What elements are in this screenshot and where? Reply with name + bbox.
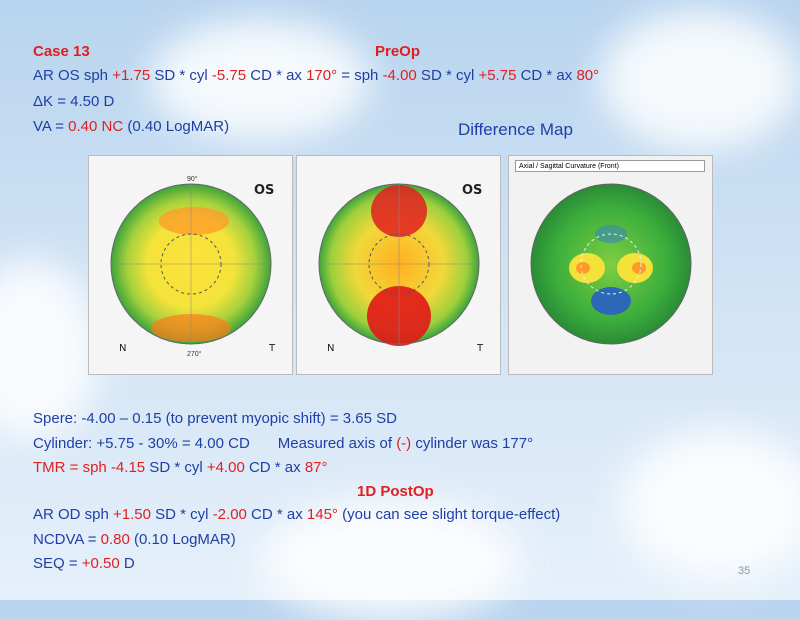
topography-svg: OS N T 90° 270°: [89, 156, 292, 374]
angle-label-270: 270°: [187, 350, 202, 358]
cloud-decoration: [600, 10, 800, 150]
angle-label-90: 90°: [187, 175, 198, 183]
difference-map-title: Difference Map: [458, 120, 573, 139]
page-number: 35: [738, 565, 751, 577]
tmr-line: TMR = sph -4.15 SD * cyl +4.00 CD * ax 8…: [33, 459, 328, 476]
preop-title: PreOp: [375, 43, 421, 60]
spere-line: Spere: -4.00 – 0.15 (to prevent myopic s…: [33, 410, 397, 427]
nasal-label: N: [327, 343, 334, 354]
temporal-label: T: [268, 343, 276, 354]
difference-svg: [530, 183, 692, 345]
postop-refraction: AR OD sph +1.50 SD * cyl -2.00 CD * ax 1…: [33, 506, 561, 523]
case-title: Case 13: [33, 43, 90, 60]
case-header: Case 13 PreOp: [33, 42, 773, 62]
topography-map-preop: OS N T 90° 270°: [88, 155, 293, 375]
map-header-dropdown[interactable]: Axial / Sagittal Curvature (Front): [515, 160, 705, 172]
cylinder-line: Cylinder: +5.75 - 30% = 4.00 CD Measured …: [33, 435, 534, 452]
postop-title: 1D PostOp: [357, 483, 434, 500]
topography-map-preop-2: OS N T: [296, 155, 501, 375]
nasal-label: N: [119, 343, 126, 354]
temporal-label: T: [476, 343, 484, 354]
cloud-decoration: [620, 430, 800, 580]
os-label: OS: [254, 183, 274, 198]
preop-refraction: AR OS sph +1.75 SD * cyl -5.75 CD * ax 1…: [33, 67, 600, 84]
seq-line: SEQ = +0.50 D: [33, 555, 135, 572]
difference-map: Axial / Sagittal Curvature (Front): [508, 155, 713, 375]
ncdva-line: NCDVA = 0.80 (0.10 LogMAR): [33, 531, 236, 548]
delta-k: ΔK = 4.50 D: [33, 93, 115, 110]
os-label: OS: [462, 183, 482, 198]
topography-svg: OS N T: [297, 156, 500, 374]
cloud-decoration: [150, 20, 370, 140]
visual-acuity: VA = 0.40 NC (0.40 LogMAR): [33, 118, 230, 135]
